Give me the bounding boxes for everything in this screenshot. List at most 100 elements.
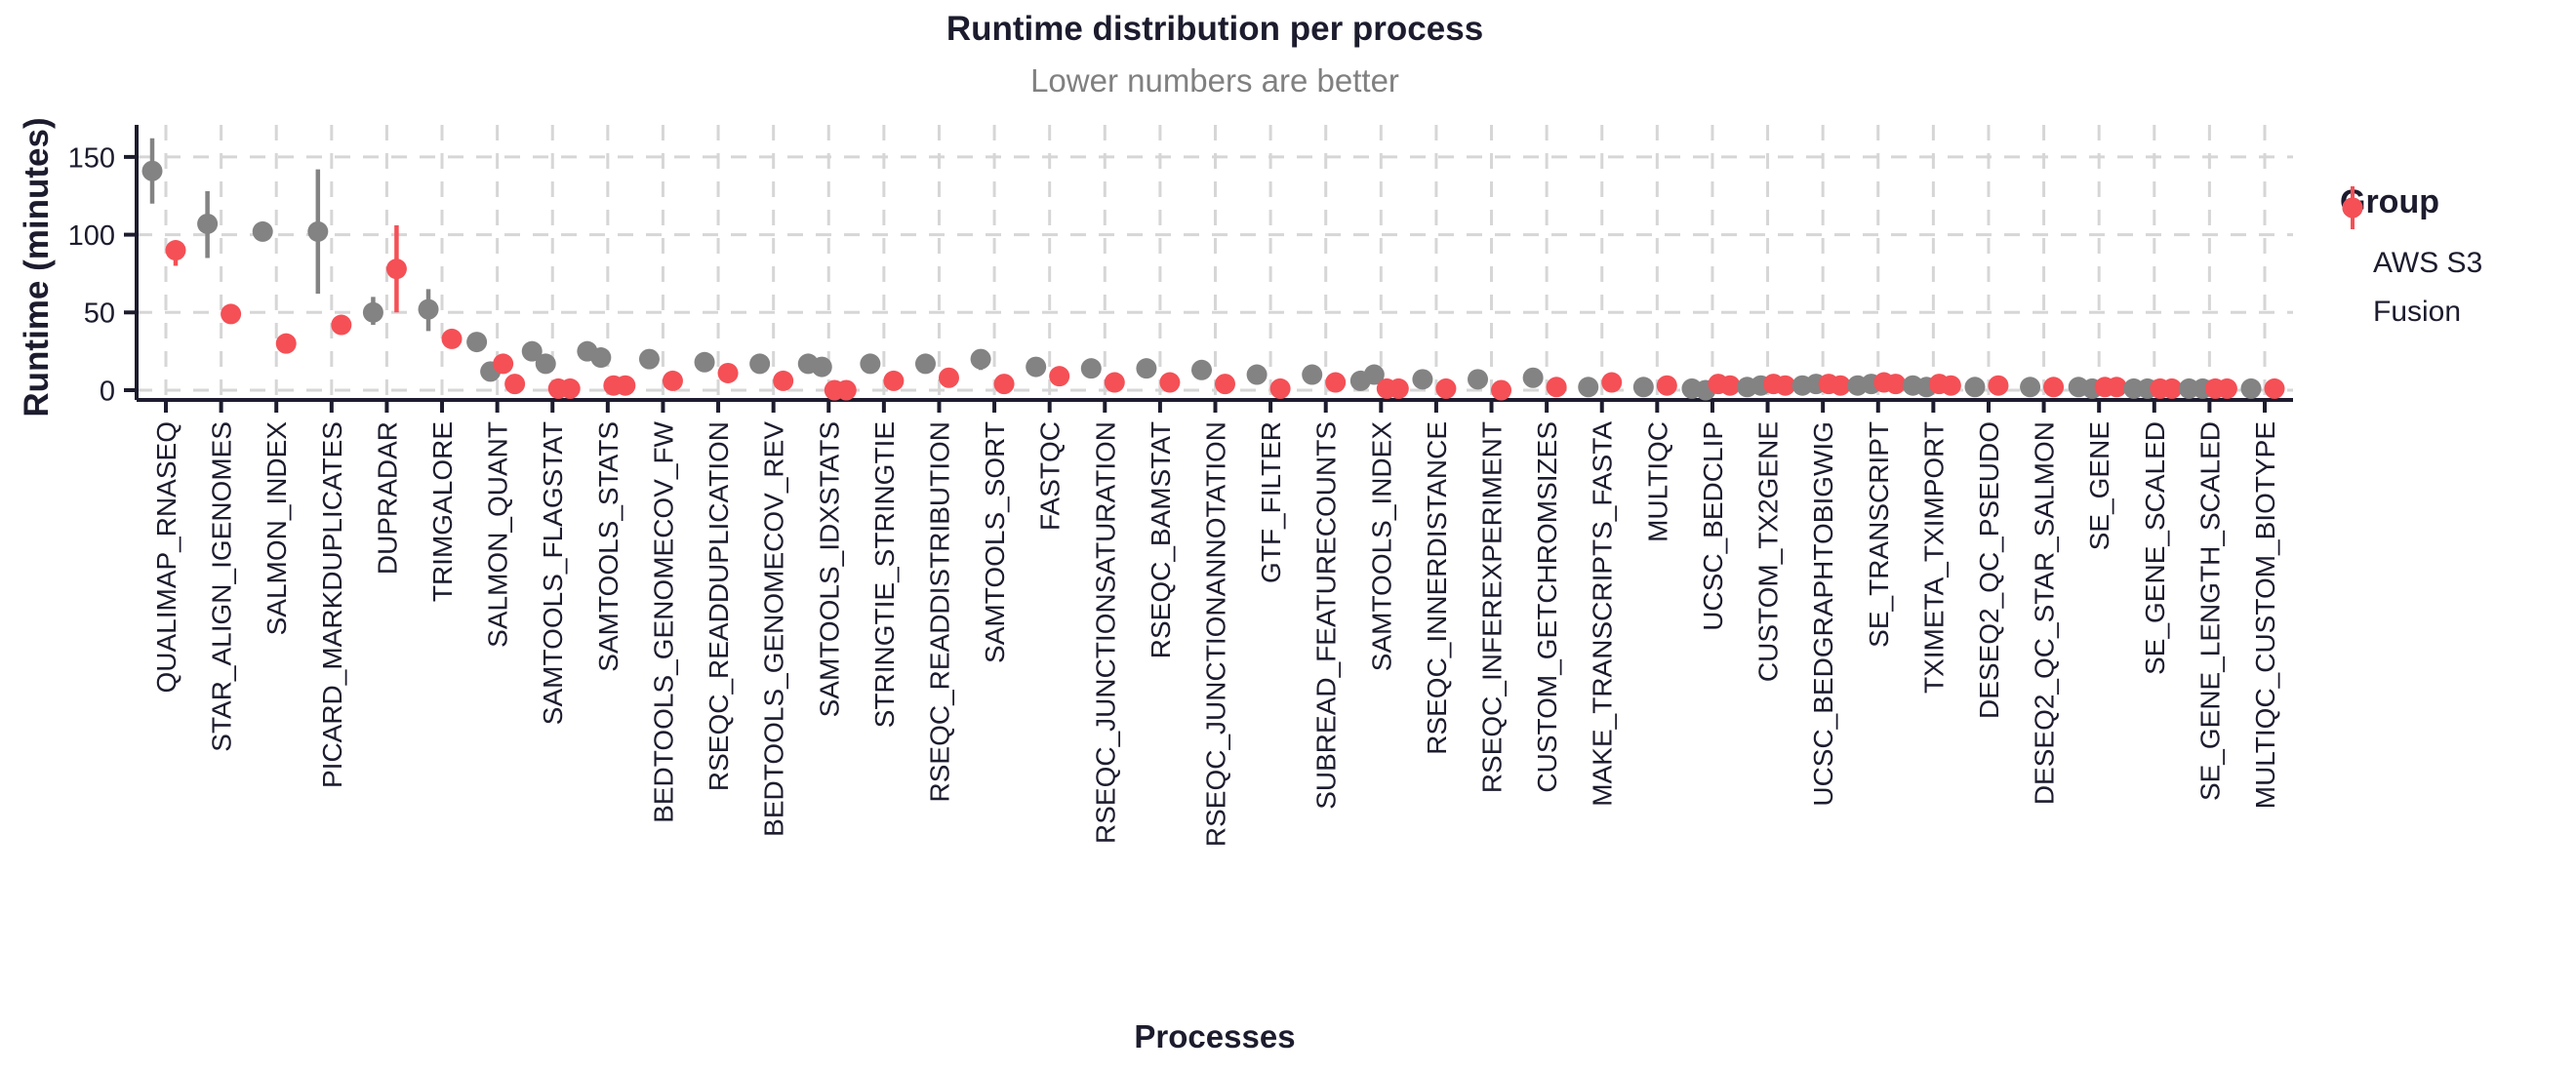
- data-point-fusion: [1940, 375, 1961, 396]
- process-label: STRINGTIE_STRINGTIE: [869, 421, 900, 728]
- data-point-fusion: [993, 374, 1015, 395]
- data-point-fusion: [493, 353, 514, 375]
- process-label: BEDTOOLS_GENOMECOV_REV: [759, 421, 789, 837]
- process-label: BEDTOOLS_GENOMECOV_FW: [648, 420, 678, 822]
- data-point-aws: [1412, 369, 1433, 390]
- process-label: RSEQC_INNERDISTANCE: [1422, 421, 1452, 755]
- data-point-aws: [1191, 359, 1212, 380]
- data-point-fusion: [1159, 372, 1181, 393]
- pointrange-key-icon: [2342, 186, 2363, 229]
- y-tick-label: 100: [68, 220, 115, 252]
- legend-label: Fusion: [2373, 296, 2462, 328]
- process-label: RSEQC_JUNCTIONANNOTATION: [1201, 421, 1231, 847]
- data-point-fusion: [1049, 366, 1070, 387]
- data-point-fusion: [1719, 375, 1741, 396]
- data-point-fusion: [1325, 372, 1347, 393]
- chart-title: Runtime distribution per process: [946, 10, 1484, 48]
- data-point-aws: [694, 351, 715, 373]
- data-point-fusion: [1656, 375, 1677, 396]
- process-label: SALMON_QUANT: [483, 421, 513, 648]
- data-point-fusion: [773, 370, 794, 391]
- data-point-aws: [1080, 358, 1102, 379]
- data-point-aws: [1964, 377, 1986, 398]
- data-point-fusion: [1775, 375, 1796, 396]
- data-point-fusion: [662, 370, 683, 391]
- data-point-aws: [307, 220, 329, 242]
- data-point-fusion: [1269, 378, 1291, 399]
- y-axis-title: Runtime (minutes): [18, 117, 56, 417]
- process-label: MAKE_TRANSCRIPTS_FASTA: [1588, 421, 1618, 807]
- data-point-aws: [197, 213, 219, 234]
- data-point-aws: [860, 353, 881, 375]
- process-label: SALMON_INDEX: [262, 421, 292, 636]
- data-point-aws: [749, 353, 771, 375]
- data-point-aws: [1246, 364, 1268, 385]
- data-point-aws: [2240, 378, 2262, 399]
- process-label: UCSC_BEDGRAPHTOBIGWIG: [1808, 421, 1838, 807]
- y-tick-label: 50: [84, 298, 115, 330]
- data-point-aws: [1363, 364, 1385, 385]
- data-point-aws: [1302, 364, 1323, 385]
- legend-title: Group: [2340, 183, 2439, 220]
- data-point-fusion: [1491, 379, 1512, 401]
- data-point-fusion: [2264, 378, 2285, 399]
- data-point-aws: [521, 340, 543, 362]
- data-point-fusion: [165, 240, 186, 261]
- y-tick-label: 150: [68, 142, 115, 174]
- process-label: RSEQC_READDUPLICATION: [704, 421, 734, 791]
- data-point-fusion: [717, 362, 739, 383]
- data-point-aws: [590, 347, 612, 369]
- data-point-fusion: [2106, 377, 2127, 398]
- data-point-aws: [2020, 377, 2041, 398]
- data-point-aws: [1632, 377, 1654, 398]
- chart-subtitle: Lower numbers are better: [1030, 62, 1399, 99]
- data-point-fusion: [1104, 372, 1125, 393]
- data-point-fusion: [1830, 375, 1851, 396]
- data-point-aws: [418, 298, 439, 320]
- data-point-fusion: [1601, 372, 1623, 393]
- data-point-fusion: [221, 303, 242, 325]
- process-label: TXIMETA_TXIMPORT: [1918, 421, 1949, 694]
- data-point-aws: [252, 220, 273, 242]
- data-point-fusion: [2161, 378, 2183, 399]
- data-point-aws: [466, 332, 488, 353]
- data-point-fusion: [615, 375, 636, 396]
- process-label: SE_TRANSCRIPT: [1864, 421, 1894, 648]
- data-point-fusion: [559, 378, 581, 399]
- process-label: PICARD_MARKDUPLICATES: [317, 421, 347, 788]
- data-point-fusion: [1546, 377, 1567, 398]
- data-point-fusion: [331, 314, 352, 336]
- data-point-aws: [970, 348, 991, 370]
- data-point-fusion: [1388, 378, 1409, 399]
- data-point-aws: [1468, 369, 1489, 390]
- process-label: SAMTOOLS_INDEX: [1366, 421, 1396, 672]
- data-point-fusion: [883, 370, 905, 391]
- data-point-fusion: [275, 333, 297, 354]
- y-tick-label: 0: [100, 376, 115, 407]
- process-label: MULTIQC: [1642, 421, 1672, 542]
- process-label: SAMTOOLS_STATS: [593, 421, 624, 672]
- process-label: GTF_FILTER: [1256, 421, 1286, 583]
- data-point-aws: [362, 301, 383, 323]
- data-point-fusion: [835, 379, 857, 401]
- data-point-fusion: [2216, 378, 2237, 399]
- process-label: RSEQC_INFEREXPERIMENT: [1477, 421, 1508, 793]
- process-label: CUSTOM_TX2GENE: [1753, 421, 1784, 682]
- process-label: SUBREAD_FEATURECOUNTS: [1311, 421, 1342, 810]
- data-point-fusion: [938, 367, 959, 388]
- legend-entry-fusion: Fusion: [2340, 186, 2569, 337]
- data-point-fusion: [1988, 375, 2009, 396]
- data-point-aws: [1136, 358, 1157, 379]
- process-label: DUPRADAR: [372, 421, 402, 575]
- data-point-aws: [141, 160, 163, 181]
- process-label: TRIMGALORE: [427, 421, 458, 602]
- data-point-aws: [1522, 367, 1544, 388]
- data-point-fusion: [1435, 378, 1457, 399]
- process-label: SAMTOOLS_FLAGSTAT: [538, 421, 568, 725]
- data-point-fusion: [2043, 377, 2065, 398]
- data-point-aws: [535, 353, 556, 375]
- data-point-fusion: [441, 328, 463, 349]
- data-point-fusion: [385, 258, 407, 280]
